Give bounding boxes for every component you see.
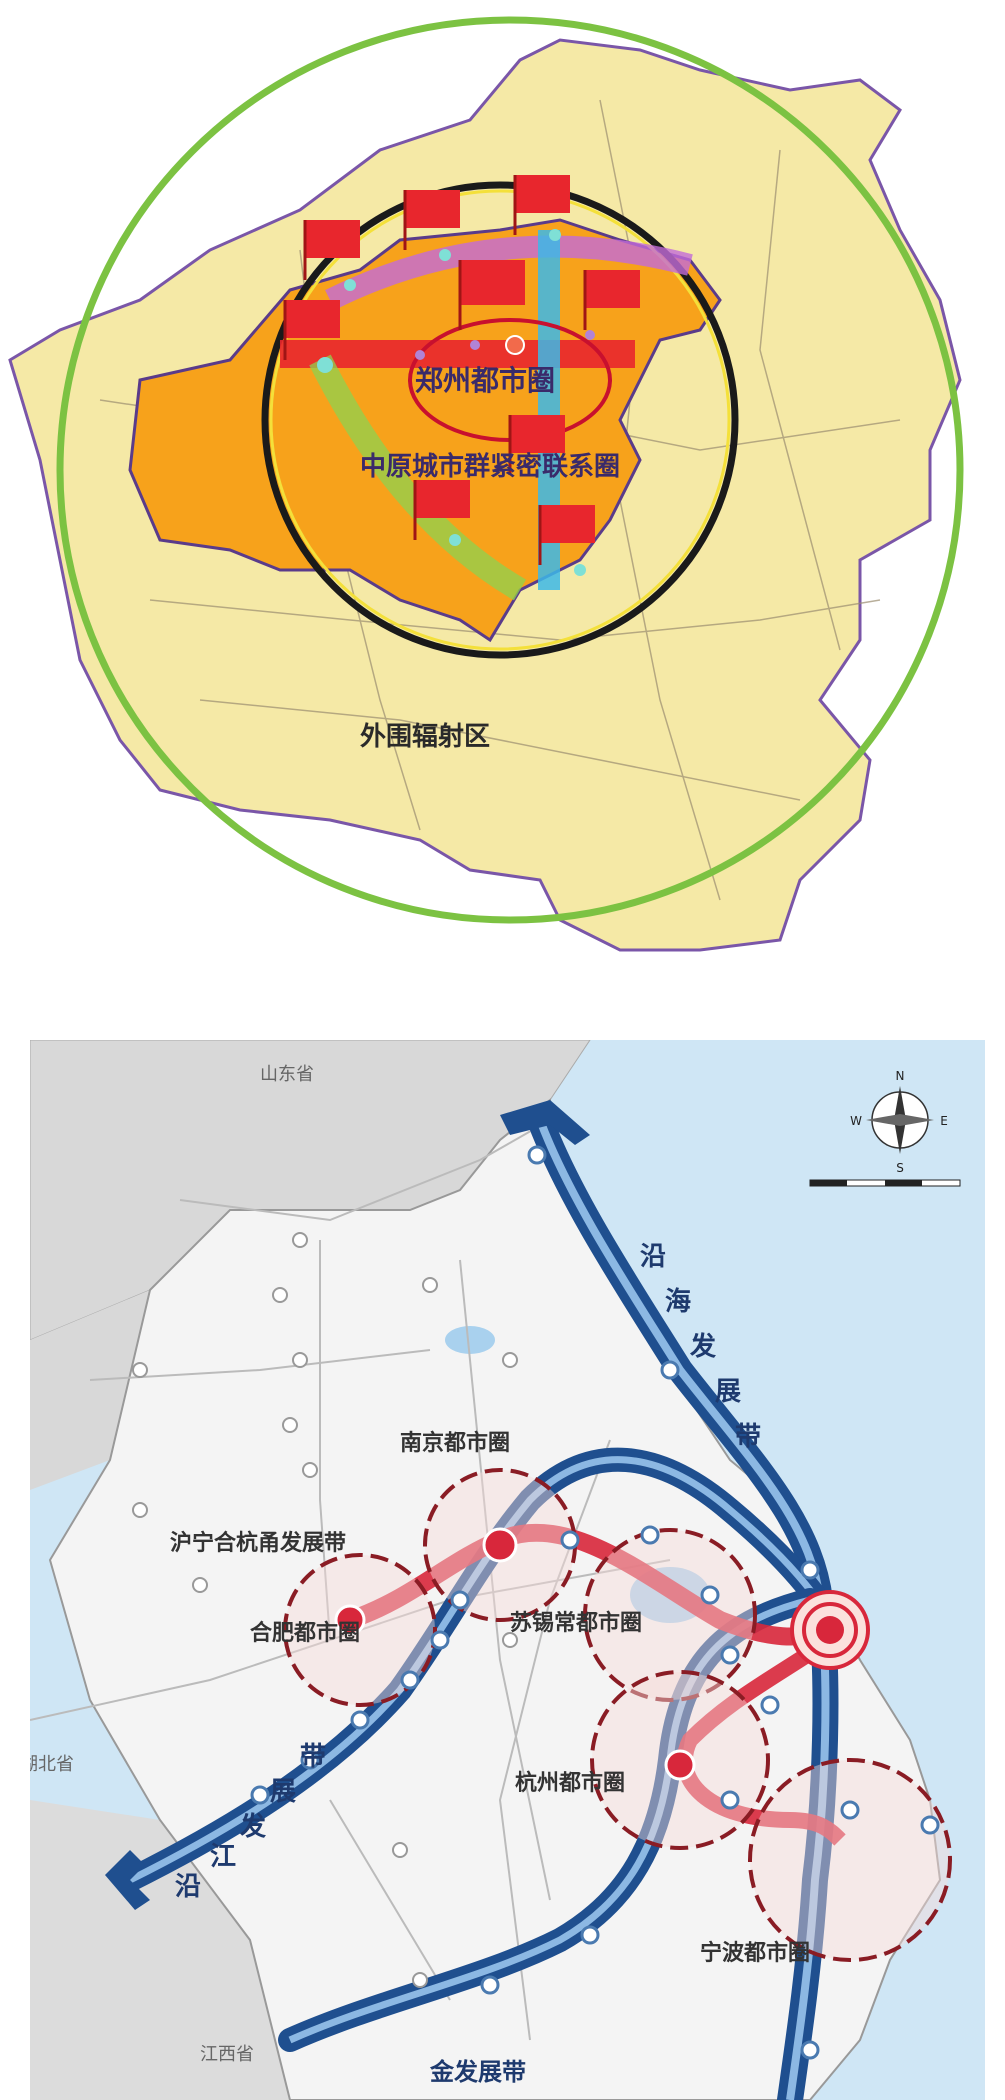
ningbo-metro-label: 宁波都市圈 [700, 1940, 810, 1966]
central-plains-map-svg: 郑州都市圈 中原城市群紧密联系圈 外围辐射区 [8, 16, 964, 952]
compass-s-label: S [896, 1161, 904, 1175]
zhengzhou-metro-label: 郑州都市圈 [415, 364, 555, 397]
rail-network [30, 1119, 671, 2041]
compass-e-label: E [940, 1114, 948, 1128]
central-plains-label: 中原城市群紧密联系圈 [360, 451, 620, 482]
flag-icon [508, 415, 565, 475]
flag-icon [513, 175, 570, 235]
suxichang-metro-label: 苏锡常都市圈 [510, 1610, 642, 1636]
coastal-belt-char: 海 [665, 1287, 691, 1317]
outer-radiation-label: 外围辐射区 [360, 722, 490, 752]
compass-n-label: N [896, 1069, 905, 1083]
minor-nodes [132, 1232, 518, 1988]
coastal-belt-char: 带 [735, 1422, 761, 1452]
yangtze-delta-map-svg: N S E W 山东省 湖北省 江西省 沿 海 发 展 带 沿 江 发 展 带 [30, 1040, 985, 2100]
yangtze-arrow-icon [105, 1850, 150, 1910]
green-diagonal-band [309, 354, 527, 601]
city-hubs [334, 1527, 696, 1781]
yangtze-belt-char: 发 [239, 1811, 266, 1842]
outer-radiation-ring [56, 16, 964, 924]
coastal-belt-char: 展 [715, 1377, 741, 1407]
lake [445, 1326, 495, 1354]
purple-arc-band [325, 235, 693, 310]
node-dots [250, 1145, 940, 2060]
flag-icon [403, 190, 460, 250]
jinfa-belt-label: 金发展带 [429, 2058, 526, 2086]
yangtze-belt-char: 沿 [175, 1872, 201, 1902]
neighbor-land-southwest [30, 1800, 290, 2100]
ningbo-metro-circle [748, 1758, 952, 1962]
shandong-label: 山东省 [260, 1064, 314, 1085]
coastal-belt-char: 沿 [640, 1242, 666, 1272]
yangtze-delta-map: N S E W 山东省 湖北省 江西省 沿 海 发 展 带 沿 江 发 展 带 [30, 1040, 985, 2100]
hefei-metro-label: 合肥都市圈 [250, 1620, 360, 1646]
jiangxi-label: 江西省 [200, 2044, 254, 2065]
red-horizontal-band [280, 340, 635, 368]
city-dots [317, 229, 595, 576]
corridor-label: 沪宁合杭甬发展带 [170, 1530, 346, 1556]
compass-w-label: W [850, 1114, 862, 1128]
yangtze-belt-char: 江 [210, 1842, 236, 1872]
flags [283, 175, 640, 565]
hangzhou-metro-label: 杭州都市圈 [515, 1770, 625, 1796]
coastal-belt-label: 沿 海 发 展 带 [640, 1242, 761, 1452]
hubei-label: 湖北省 [30, 1754, 74, 1775]
jin-belt-highlight [288, 1596, 811, 2044]
flag-icon [583, 270, 640, 330]
central-plains-ring [261, 181, 739, 659]
nanjing-metro-label: 南京都市圈 [400, 1430, 510, 1456]
yangtze-belt-char: 带 [300, 1742, 326, 1772]
corridor-red [341, 1523, 839, 1646]
flag-icon [283, 300, 340, 360]
yangtze-belt-highlight [128, 1456, 834, 1884]
suxichang-metro-circle [583, 1528, 757, 1702]
neighbor-land-west [30, 1290, 150, 1490]
flag-icon [303, 220, 360, 280]
yangtze-belt-label: 沿 江 发 展 带 [175, 1742, 326, 1902]
flag-icon [413, 480, 470, 540]
flag-icon [538, 505, 595, 565]
coastal-arrow-icon [500, 1100, 590, 1145]
yangtze-belt-char: 展 [270, 1777, 296, 1807]
compass-icon: N S E W [850, 1069, 948, 1175]
flag-icon [458, 260, 525, 330]
blue-vertical-band [538, 230, 560, 590]
central-plains-map: 郑州都市圈 中原城市群紧密联系圈 外围辐射区 [0, 0, 1005, 990]
scale-bar [809, 1179, 961, 1187]
coastal-belt-char: 发 [689, 1331, 716, 1362]
central-plains-ring-inner [269, 189, 731, 651]
shanghai-target-icon [790, 1590, 870, 1670]
